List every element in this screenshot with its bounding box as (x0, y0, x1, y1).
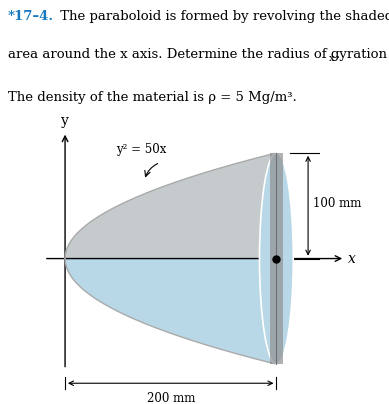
Text: y² = 50x: y² = 50x (116, 143, 166, 156)
Text: The density of the material is ρ = 5 Mg/m³.: The density of the material is ρ = 5 Mg/… (8, 91, 296, 104)
Text: x: x (329, 54, 335, 63)
Polygon shape (65, 153, 277, 364)
Text: y: y (61, 114, 69, 128)
Text: x: x (348, 252, 356, 265)
Text: 200 mm: 200 mm (147, 392, 195, 404)
Text: The paraboloid is formed by revolving the shaded: The paraboloid is formed by revolving th… (56, 10, 389, 23)
Polygon shape (65, 153, 277, 259)
Text: 100 mm: 100 mm (314, 197, 362, 210)
Text: area around the x axis. Determine the radius of gyration k: area around the x axis. Determine the ra… (8, 48, 389, 61)
Text: .: . (335, 48, 340, 61)
Text: *17–4.: *17–4. (8, 10, 54, 23)
Polygon shape (270, 153, 283, 364)
Ellipse shape (259, 153, 293, 364)
